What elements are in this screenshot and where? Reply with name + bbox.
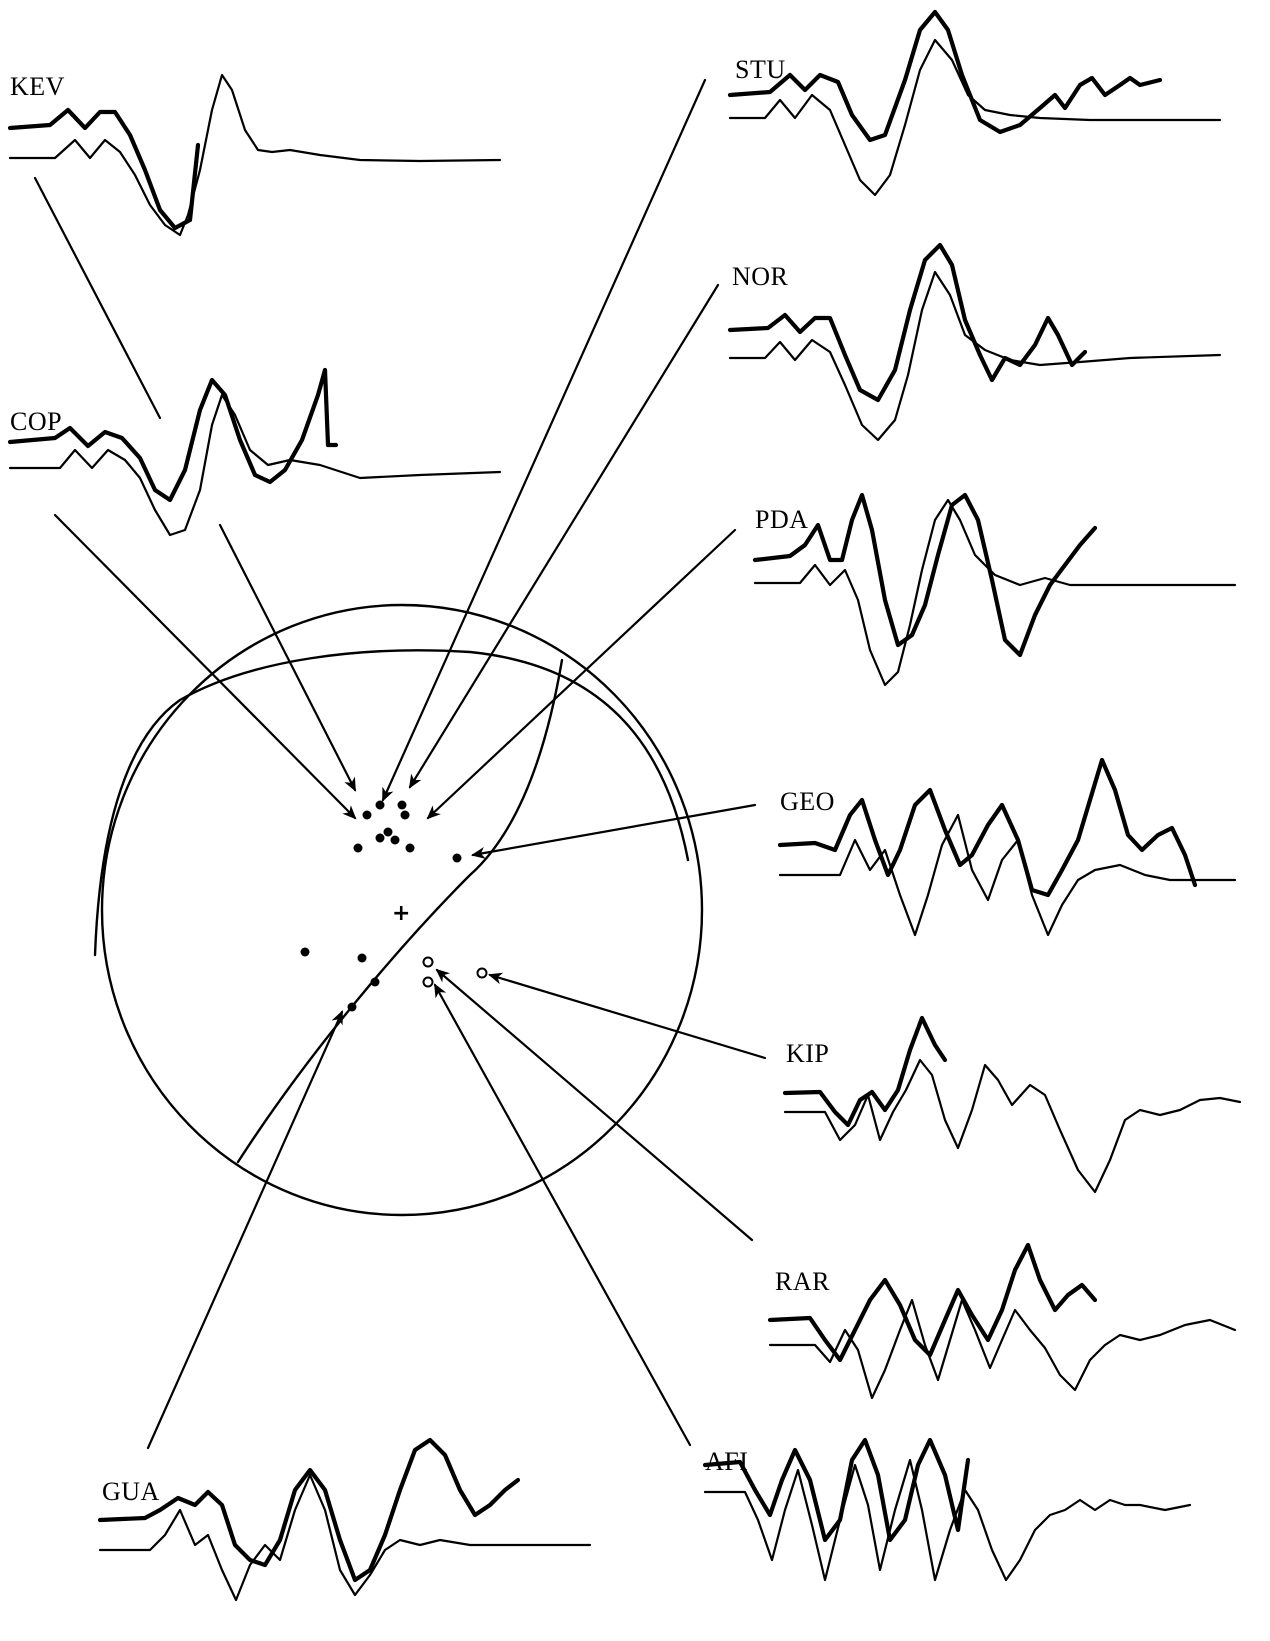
open-polarity-dot [422, 956, 434, 968]
waveform-pda [752, 492, 1237, 687]
center-mark: + [392, 901, 410, 926]
kip-synthetic-trace [782, 1015, 948, 1128]
kip-arrow [488, 972, 767, 1060]
waveform-rar [767, 1242, 1237, 1400]
kip-observed-trace [783, 1058, 1242, 1194]
station-label-rar: RAR [775, 1267, 830, 1296]
waveform-geo [777, 757, 1237, 937]
cop-observed-trace [8, 393, 502, 537]
station-label-stu: STU [735, 55, 786, 84]
cop-arrow-2 [218, 523, 357, 792]
station-label-cop: COP [10, 407, 62, 436]
nor-observed-trace [728, 270, 1222, 442]
filled-polarity-dot [362, 810, 372, 820]
rar-synthetic-trace [767, 1242, 1098, 1363]
leader-lines [33, 78, 767, 1450]
waveform-afi [702, 1437, 1192, 1582]
open-polarity-dot [476, 967, 488, 979]
kev-synthetic-trace [7, 107, 201, 231]
filled-polarity-dot [375, 833, 385, 843]
nor-synthetic-trace [727, 242, 1088, 403]
waveform-nor [727, 242, 1222, 442]
filled-polarity-dot [452, 853, 462, 863]
waveform-kip [782, 1015, 1242, 1194]
pda-synthetic-trace [752, 492, 1098, 658]
filled-polarity-dot [353, 843, 363, 853]
rar-arrow [435, 968, 754, 1242]
station-label-pda: PDA [755, 505, 809, 534]
cop-arrow-1 [53, 513, 357, 820]
waveform-stu [727, 9, 1222, 197]
stu-observed-trace [728, 38, 1222, 197]
filled-polarity-dot [300, 947, 310, 957]
afi-arrow [433, 983, 692, 1447]
station-label-geo: GEO [780, 787, 835, 816]
gua-arrow [146, 1010, 344, 1450]
kev-observed-trace [8, 73, 502, 237]
filled-polarity-dot [405, 843, 415, 853]
focal-sphere-circle [100, 603, 704, 1217]
afi-observed-trace [703, 1458, 1192, 1582]
filled-polarity-dot [390, 835, 400, 845]
nor-arrow [408, 283, 720, 789]
afi-synthetic-trace [702, 1437, 971, 1543]
open-polarity-dot [422, 976, 434, 988]
waveform-gua [97, 1437, 592, 1602]
filled-polarity-dot [370, 977, 380, 987]
gua-synthetic-trace [97, 1437, 521, 1583]
waveform-cop [7, 367, 502, 537]
gua-observed-trace [98, 1473, 592, 1602]
filled-polarity-dot [383, 827, 393, 837]
station-label-gua: GUA [102, 1477, 160, 1506]
nodal-plane-1 [93, 649, 690, 957]
filled-polarity-dot [375, 800, 385, 810]
pda-observed-trace [753, 498, 1237, 687]
station-labels: KEV COP STU NOR PDA GEO KIP RAR GUA AFI [10, 55, 835, 1506]
filled-polarity-dot [347, 1002, 357, 1012]
stu-synthetic-trace [727, 9, 1163, 143]
geo-synthetic-trace [777, 757, 1198, 898]
station-label-kev: KEV [10, 72, 65, 101]
rar-observed-trace [768, 1298, 1237, 1400]
focal-sphere: + [93, 603, 704, 1217]
filled-polarity-dot [400, 810, 410, 820]
waveform-kev [7, 73, 502, 237]
nodal-plane-2 [236, 658, 564, 1164]
cop-synthetic-trace [7, 367, 339, 503]
geo-arrow [471, 803, 757, 859]
stu-arrow [381, 78, 707, 802]
kev-leader-line [33, 176, 162, 420]
station-label-kip: KIP [786, 1039, 829, 1068]
filled-polarity-dot [397, 800, 407, 810]
pda-arrow [426, 528, 737, 820]
station-label-nor: NOR [732, 262, 789, 291]
geo-observed-trace [778, 813, 1237, 937]
filled-polarity-dot [357, 953, 367, 963]
polarity-points [300, 800, 488, 1012]
